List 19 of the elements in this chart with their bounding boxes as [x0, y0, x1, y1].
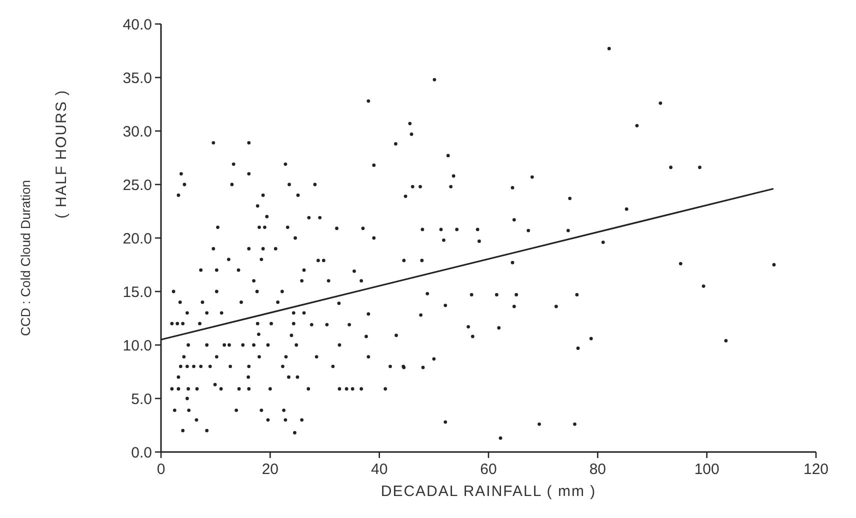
- y-tick-label: 40.0: [122, 16, 152, 34]
- y-tick-label: 20.0: [122, 230, 152, 248]
- x-tick-label: 100: [694, 461, 720, 478]
- y-tick-label: 25.0: [122, 176, 152, 194]
- y-tick-label: 5.0: [131, 390, 152, 408]
- y-axis-title: ( HALF HOURS ): [53, 89, 70, 219]
- x-axis-title: DECADAL RAINFALL ( mm ): [380, 483, 596, 500]
- y-tick-label: 10.0: [122, 337, 152, 354]
- y-tick-label: 15.0: [122, 284, 152, 301]
- y-tick-label: 30.0: [122, 123, 152, 140]
- x-tick-label: 20: [262, 461, 279, 478]
- text: CCD : Cold Cloud Duration: [18, 180, 33, 336]
- x-tick-label: 80: [589, 461, 606, 478]
- y-tick-label: 35.0: [122, 70, 152, 87]
- y-tick-label: 0.0: [131, 444, 152, 462]
- x-tick-label: 0: [156, 461, 166, 478]
- x-tick-label: 60: [480, 461, 497, 478]
- x-tick-label: 40: [370, 461, 388, 478]
- x-tick-label: 120: [803, 461, 829, 478]
